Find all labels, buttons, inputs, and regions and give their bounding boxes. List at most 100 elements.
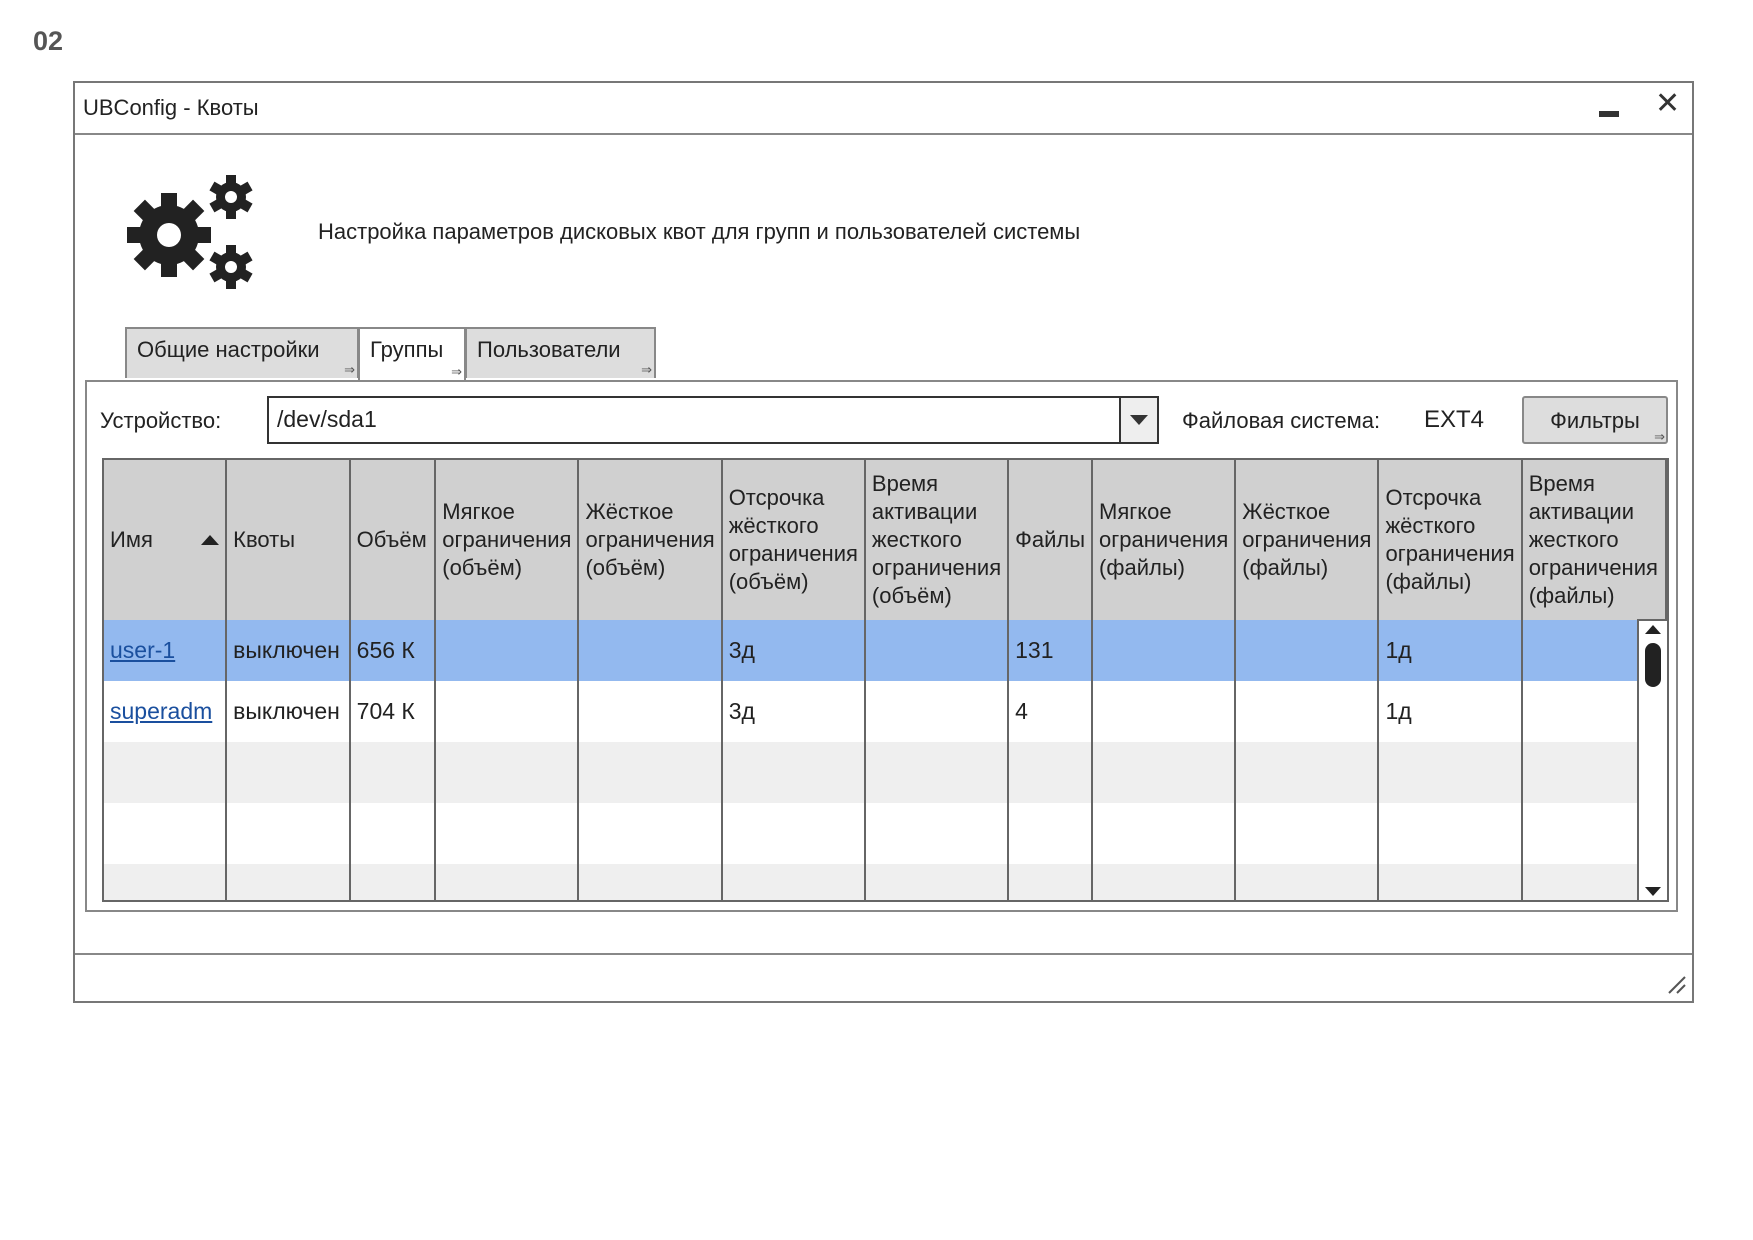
table-cell xyxy=(435,742,580,803)
page-number: 02 xyxy=(33,26,64,56)
title-bar: UBConfig - Квоты ✕ xyxy=(75,83,1692,135)
table-cell xyxy=(1092,864,1237,900)
table-cell xyxy=(1378,803,1523,864)
column-header-label: жесткого xyxy=(1528,527,1619,552)
table-cell xyxy=(349,742,437,803)
table-cell: выключен xyxy=(226,620,351,681)
table-row-empty[interactable] xyxy=(104,742,1667,803)
table-cell: выключен xyxy=(226,681,351,742)
column-header[interactable]: Объём xyxy=(349,460,437,620)
table-row[interactable]: user-1 выключен 656 К 3д 131 1д xyxy=(104,620,1667,681)
table-cell xyxy=(1378,864,1523,900)
scroll-down-icon[interactable] xyxy=(1645,887,1661,896)
vertical-scrollbar[interactable] xyxy=(1637,619,1667,900)
column-header-label: Мягкое xyxy=(1099,499,1172,524)
table-row-empty[interactable] xyxy=(104,803,1667,864)
column-header-label: ограничения xyxy=(1385,541,1515,566)
device-select[interactable]: /dev/sda1 xyxy=(267,396,1159,444)
minimize-icon[interactable] xyxy=(1599,111,1619,117)
table-cell xyxy=(1092,620,1237,681)
column-header-label: жесткого xyxy=(871,527,962,552)
column-header[interactable]: Имя xyxy=(104,460,228,620)
column-header-label: (объём) xyxy=(585,555,666,580)
column-header[interactable]: Отсрочка жёсткого ограничения (файлы) xyxy=(1378,460,1523,620)
column-header-label: Мягкое xyxy=(442,499,515,524)
scroll-up-icon[interactable] xyxy=(1645,625,1661,634)
table-cell xyxy=(864,620,1010,681)
close-icon[interactable]: ✕ xyxy=(1655,87,1681,120)
column-header-label: активации xyxy=(1528,499,1635,524)
table-cell xyxy=(864,681,1010,742)
column-header-label: Отсрочка xyxy=(728,485,825,510)
column-header-label: Объём xyxy=(356,527,427,552)
column-header-label: Квоты xyxy=(233,527,296,552)
column-header-label: (файлы) xyxy=(1099,555,1185,580)
table-cell: 704 К xyxy=(349,681,437,742)
window-title: UBConfig - Квоты xyxy=(83,95,259,120)
table-cell xyxy=(1235,742,1380,803)
table-cell xyxy=(864,864,1010,900)
table-cell xyxy=(721,742,866,803)
table-cell xyxy=(1235,864,1380,900)
filters-button[interactable]: Фильтры ⇒ xyxy=(1522,396,1668,444)
table-cell: 1д xyxy=(1378,681,1523,742)
column-header[interactable]: Файлы xyxy=(1008,460,1094,620)
table-cell xyxy=(1092,681,1237,742)
table-cell xyxy=(1378,742,1523,803)
resize-grip-icon[interactable] xyxy=(1665,973,1687,995)
column-header-label: (объём) xyxy=(442,555,523,580)
link-arrow-icon: ⇒ xyxy=(641,362,652,377)
table-cell xyxy=(578,681,723,742)
groups-panel: Устройство: /dev/sda1 Файловая система: … xyxy=(85,380,1678,912)
table-cell xyxy=(578,620,723,681)
column-header[interactable]: Мягкое ограничения (объём) xyxy=(435,460,580,620)
chevron-down-icon[interactable] xyxy=(1119,398,1157,442)
table-row-empty[interactable] xyxy=(104,864,1667,900)
table-cell: superadm xyxy=(104,681,228,742)
table-cell xyxy=(721,803,866,864)
tab-users[interactable]: Пользователи ⇒ xyxy=(465,327,656,378)
tab-general-settings[interactable]: Общие настройки ⇒ xyxy=(125,327,359,378)
column-header-label: Жёсткое xyxy=(585,499,674,524)
column-header-label: Время xyxy=(871,471,939,496)
table-cell: 3д xyxy=(721,681,866,742)
tab-groups[interactable]: Группы ⇒ xyxy=(358,327,466,380)
table-cell xyxy=(435,620,580,681)
column-header[interactable]: Время активации жесткого ограничения (объём) xyxy=(864,460,1010,620)
table-cell: 656 К xyxy=(349,620,437,681)
column-header-label: Жёсткое xyxy=(1242,499,1331,524)
column-header-label: Отсрочка xyxy=(1385,485,1482,510)
column-header-label: Файлы xyxy=(1015,527,1086,552)
user-link[interactable]: superadm xyxy=(110,698,213,724)
link-arrow-icon: ⇒ xyxy=(344,362,355,377)
table-cell xyxy=(1008,803,1094,864)
column-header-label: жёсткого xyxy=(728,513,819,538)
column-header[interactable]: Жёсткое ограничения (файлы) xyxy=(1235,460,1380,620)
table-cell xyxy=(1235,681,1380,742)
table-row[interactable]: superadm выключен 704 К 3д 4 1д xyxy=(104,681,1667,742)
column-header-label: ограничения xyxy=(871,555,1002,580)
user-link[interactable]: user-1 xyxy=(110,637,176,663)
column-header-label: Имя xyxy=(110,527,153,552)
tab-label: Пользователи xyxy=(477,337,621,362)
table-cell: 1д xyxy=(1378,620,1523,681)
table-cell xyxy=(1235,620,1380,681)
column-header-label: ограничения xyxy=(1528,555,1658,580)
column-header-label: (файлы) xyxy=(1528,583,1615,608)
tab-label: Общие настройки xyxy=(137,337,320,362)
table-cell xyxy=(721,864,866,900)
scrollbar-thumb[interactable] xyxy=(1645,643,1661,687)
column-header[interactable]: Квоты xyxy=(226,460,351,620)
link-arrow-icon: ⇒ xyxy=(451,364,462,379)
column-header[interactable]: Мягкое ограничения (файлы) xyxy=(1092,460,1237,620)
column-header[interactable]: Жёсткое ограничения (объём) xyxy=(578,460,723,620)
quota-table: Имя Квоты Объём Мягкое ограничения (объём) Жёс… xyxy=(102,458,1669,902)
column-header-label: жёсткого xyxy=(1385,513,1476,538)
tab-label: Группы xyxy=(370,337,444,362)
table-cell xyxy=(104,864,228,900)
column-header-label: ограничения xyxy=(1242,527,1372,552)
column-header[interactable]: Отсрочка жёсткого ограничения (объём) xyxy=(721,460,866,620)
column-header[interactable]: Время активации жесткого ограничения (файлы) xyxy=(1521,460,1667,620)
table-cell xyxy=(226,742,351,803)
table-cell xyxy=(578,742,723,803)
